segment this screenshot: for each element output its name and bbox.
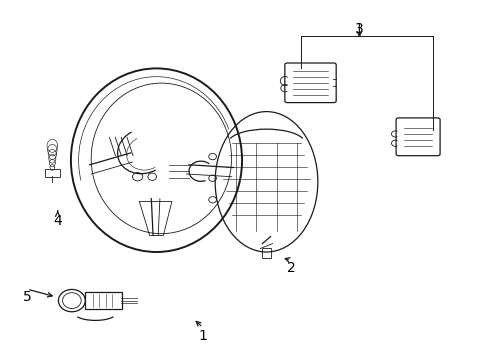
Text: 3: 3 — [354, 22, 363, 36]
Text: 1: 1 — [198, 329, 207, 342]
Text: 4: 4 — [53, 215, 62, 228]
Text: 5: 5 — [22, 290, 31, 304]
Text: 2: 2 — [286, 261, 295, 275]
